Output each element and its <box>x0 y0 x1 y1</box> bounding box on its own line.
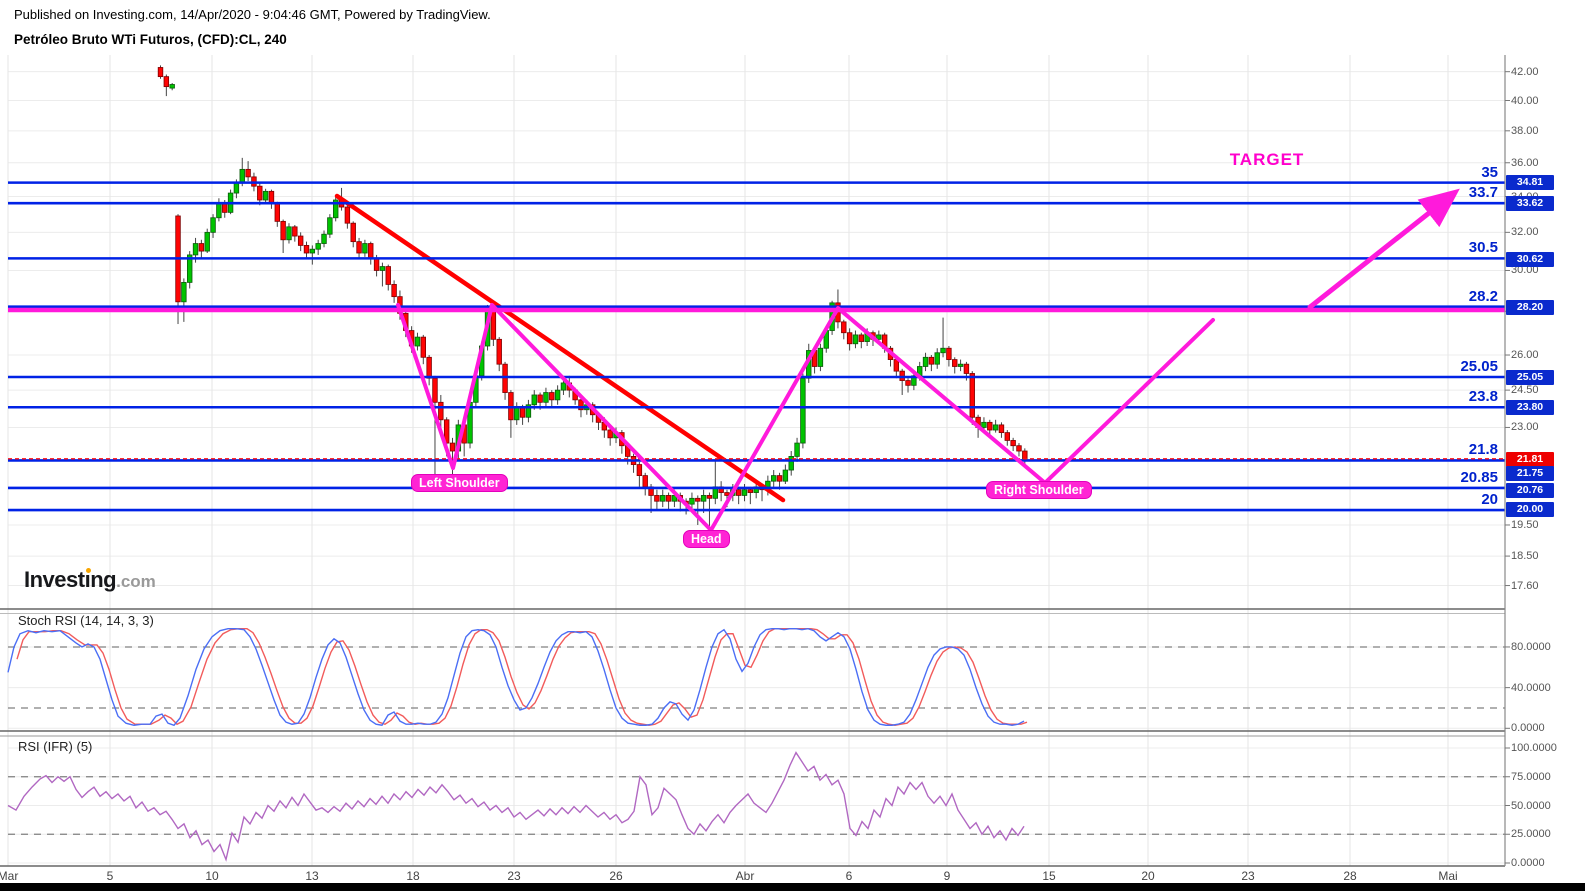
axis-badge-23.80: 23.80 <box>1506 399 1554 415</box>
x-axis-label-23: 23 <box>1241 869 1255 883</box>
y-axis-tick: 32.00 <box>1511 226 1539 239</box>
rsi-axis-tick: 25.0000 <box>1511 828 1551 841</box>
x-axis-label-13: 13 <box>305 869 319 883</box>
stoch-rsi-k-line <box>7 627 1025 727</box>
y-axis-tick: 23.00 <box>1511 421 1539 434</box>
price-level-label-35: 35 <box>1481 163 1498 181</box>
axis-badge-33.62: 33.62 <box>1506 195 1554 211</box>
head-label[interactable]: Head <box>683 530 730 548</box>
price-level-label-28.2: 28.2 <box>1468 288 1498 306</box>
rsi-axis-tick: 50.0000 <box>1511 799 1551 812</box>
axis-badge-30.62: 30.62 <box>1506 251 1554 267</box>
price-level-label-33.7: 33.7 <box>1468 184 1498 202</box>
stoch-axis-tick: 80.0000 <box>1511 640 1551 653</box>
x-axis-label-Mar: Mar <box>0 869 19 883</box>
axis-badge-21.75: 21.75 <box>1506 465 1554 481</box>
rsi-axis-tick: 100.0000 <box>1511 742 1557 754</box>
logo-orange-dot-i: ı <box>84 567 91 592</box>
axis-badge-25.05: 25.05 <box>1506 369 1554 385</box>
x-axis-label-28: 28 <box>1343 869 1357 883</box>
rsi-axis-tick: 0.0000 <box>1511 857 1545 869</box>
axis-badge-20.76: 20.76 <box>1506 482 1554 498</box>
x-axis-label-10: 10 <box>205 869 219 883</box>
rsi-line <box>7 751 1025 862</box>
axis-badge-20.00: 20.00 <box>1506 501 1554 517</box>
target-label[interactable]: TARGET <box>1229 150 1305 169</box>
x-axis-label-5: 5 <box>106 869 114 883</box>
rsi-title: RSI (IFR) (5) <box>18 739 93 754</box>
y-axis-tick: 26.00 <box>1511 349 1539 362</box>
investing-logo: Investıng.com <box>24 567 156 593</box>
x-axis-label-Abr: Abr <box>735 869 755 883</box>
instrument-title: Petróleo Bruto WTi Futuros, (CFD):CL, 24… <box>14 32 287 47</box>
y-axis-tick: 24.50 <box>1511 384 1539 397</box>
axis-badge-34.81: 34.81 <box>1506 174 1554 190</box>
stoch-rsi-d-line <box>16 627 1028 726</box>
descending-trendline[interactable] <box>334 193 786 503</box>
y-axis-tick: 17.60 <box>1511 579 1539 592</box>
y-axis-tick: 19.50 <box>1511 518 1539 531</box>
price-level-label-25.05: 25.05 <box>1460 358 1498 375</box>
x-axis-label-Mai: Mai <box>1438 869 1458 883</box>
x-axis-label-9: 9 <box>943 869 951 883</box>
current-price-badge: 21.81 <box>1506 451 1554 467</box>
price-level-label-20: 20 <box>1481 491 1498 509</box>
overbought-oversold-dashed-lines <box>8 646 1505 835</box>
support-resistance-lines[interactable] <box>8 181 1505 512</box>
x-axis-label-18: 18 <box>406 869 420 883</box>
stoch-axis-tick: 40.0000 <box>1511 681 1551 694</box>
left-shoulder-label[interactable]: Left Shoulder <box>411 474 508 492</box>
logo-domain: .com <box>116 572 156 591</box>
panel-frames <box>0 55 1585 891</box>
axis-badge-28.20: 28.20 <box>1506 299 1554 315</box>
y-axis-tick: 38.00 <box>1511 124 1539 137</box>
stoch-rsi-title: Stoch RSI (14, 14, 3, 3) <box>18 613 154 628</box>
y-axis-tick: 40.00 <box>1511 94 1539 107</box>
y-axis-tick: 42.00 <box>1511 65 1539 78</box>
x-axis-label-6: 6 <box>845 869 853 883</box>
rsi-axis-tick: 75.0000 <box>1511 770 1551 783</box>
right-shoulder-label[interactable]: Right Shoulder <box>986 481 1092 499</box>
stoch-axis-tick: 0.0000 <box>1511 722 1545 735</box>
x-axis-label-15: 15 <box>1042 869 1056 883</box>
y-axis-tick: 36.00 <box>1511 156 1539 169</box>
price-level-label-30.5: 30.5 <box>1468 239 1498 257</box>
y-axis-tick: 18.50 <box>1511 550 1539 563</box>
price-level-label-20.85: 20.85 <box>1460 468 1498 486</box>
logo-text: Invest <box>24 567 85 592</box>
x-axis-label-26: 26 <box>609 869 623 883</box>
x-axis-label-20: 20 <box>1141 869 1155 883</box>
price-level-label-23.8: 23.8 <box>1468 388 1498 406</box>
price-level-label-21.8: 21.8 <box>1468 441 1498 459</box>
y-axis-tick: 30.00 <box>1511 264 1539 277</box>
publish-header: Published on Investing.com, 14/Apr/2020 … <box>14 7 491 22</box>
logo-text-suffix: ng <box>90 567 117 592</box>
x-axis-label-23: 23 <box>507 869 521 883</box>
target-projection-arrow[interactable] <box>1307 188 1460 310</box>
